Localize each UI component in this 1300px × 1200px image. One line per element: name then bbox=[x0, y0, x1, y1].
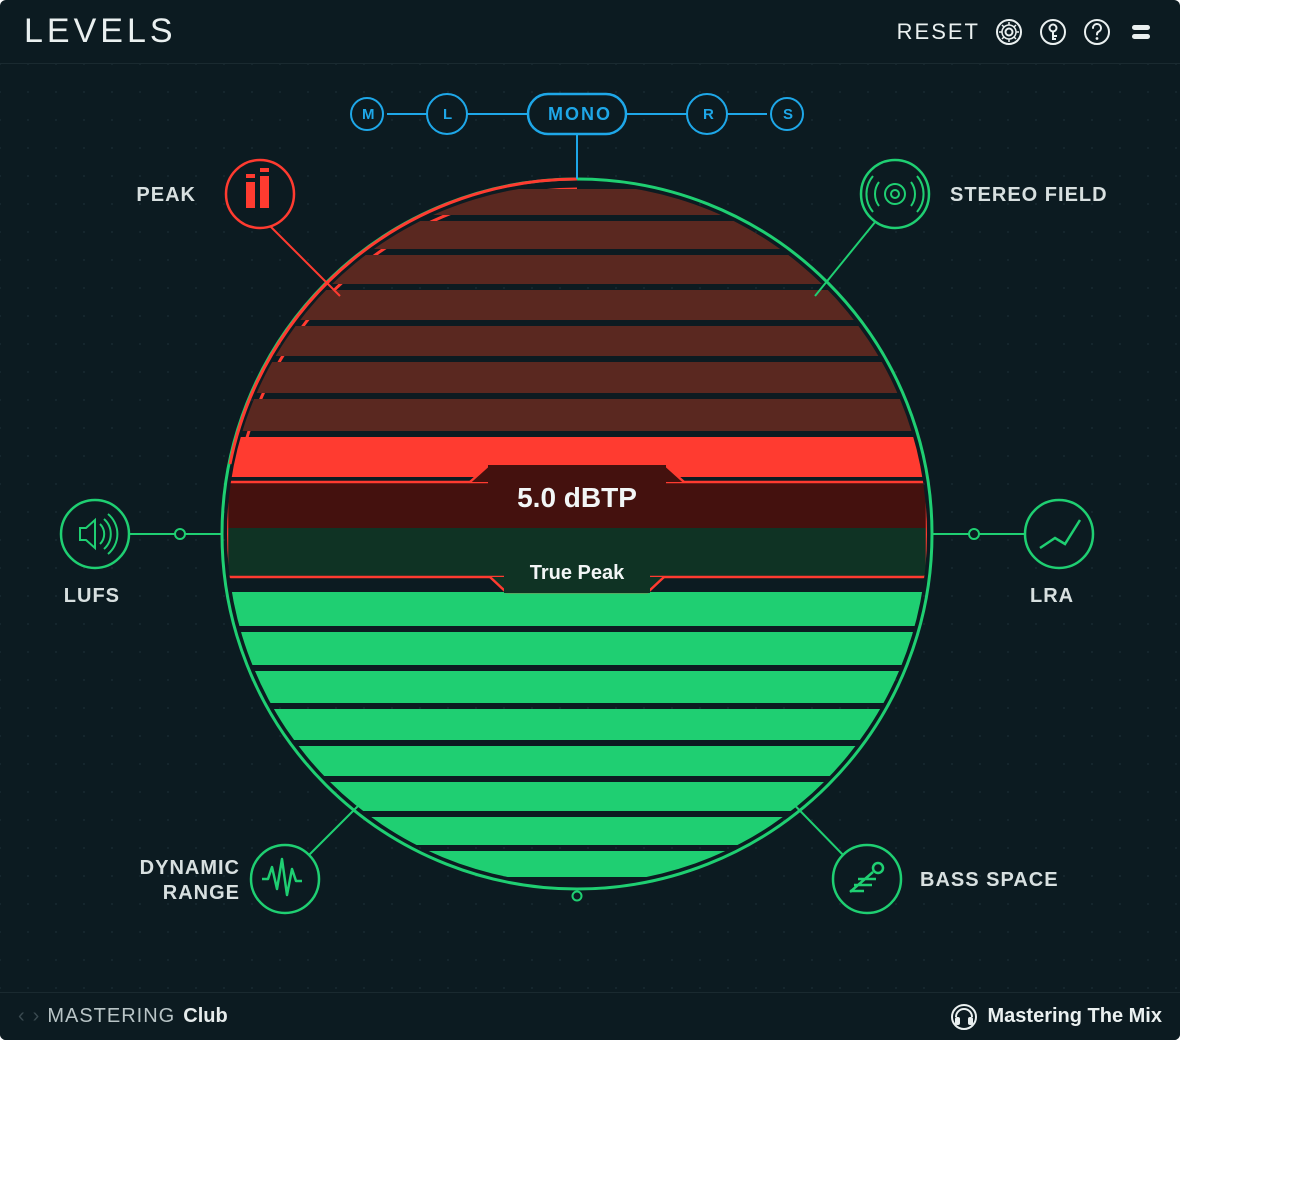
stereo-field-label: STEREO FIELD bbox=[950, 183, 1108, 208]
header: LEVELS RESET bbox=[0, 0, 1180, 64]
menu-icon[interactable] bbox=[1126, 17, 1156, 47]
peak-label: PEAK bbox=[136, 183, 196, 208]
lra-label: LRA bbox=[1030, 584, 1074, 609]
footer: ‹ › MASTERING Club Mastering The Mix bbox=[0, 992, 1180, 1040]
brand-icon bbox=[950, 1003, 978, 1031]
header-toolbar: RESET bbox=[897, 17, 1156, 47]
help-icon[interactable] bbox=[1082, 17, 1112, 47]
reset-button[interactable]: RESET bbox=[897, 19, 980, 45]
section-peak[interactable] bbox=[226, 160, 340, 296]
dynamic-range-label: DYNAMIC RANGE bbox=[140, 856, 240, 906]
bass-space-label: BASS SPACE bbox=[920, 868, 1059, 893]
meter-stage: M L MONO R S PEAK STEREO FIELD LUFS LRA … bbox=[0, 64, 1180, 992]
section-dynamic-range[interactable] bbox=[251, 784, 380, 913]
brand: Mastering The Mix bbox=[950, 1003, 1162, 1031]
settings-icon[interactable] bbox=[994, 17, 1024, 47]
app-title: LEVELS bbox=[24, 12, 177, 51]
key-icon[interactable] bbox=[1038, 17, 1068, 47]
preset-category: MASTERING bbox=[47, 1005, 175, 1028]
monitor-l-button[interactable]: L bbox=[443, 106, 452, 123]
lufs-label: LUFS bbox=[64, 584, 120, 609]
section-stereo-field[interactable] bbox=[815, 160, 929, 296]
preset-name: Club bbox=[183, 1005, 227, 1028]
meter-sublabel: True Peak bbox=[497, 562, 657, 585]
meter-value: 5.0 dBTP bbox=[477, 482, 677, 514]
preset-selector[interactable]: ‹ › MASTERING Club bbox=[18, 1005, 228, 1028]
section-lra[interactable] bbox=[932, 500, 1093, 568]
monitor-r-button[interactable]: R bbox=[703, 106, 714, 123]
monitor-m-button[interactable]: M bbox=[362, 106, 375, 123]
preset-prev-icon[interactable]: ‹ bbox=[18, 1005, 25, 1028]
brand-label: Mastering The Mix bbox=[988, 1005, 1162, 1028]
section-lufs[interactable] bbox=[61, 500, 222, 568]
monitor-mono-button[interactable]: MONO bbox=[548, 104, 612, 125]
monitor-s-button[interactable]: S bbox=[783, 106, 793, 123]
section-bass-space[interactable] bbox=[774, 784, 901, 913]
plugin-window: LEVELS RESET bbox=[0, 0, 1180, 1040]
preset-next-icon[interactable]: › bbox=[33, 1005, 40, 1028]
